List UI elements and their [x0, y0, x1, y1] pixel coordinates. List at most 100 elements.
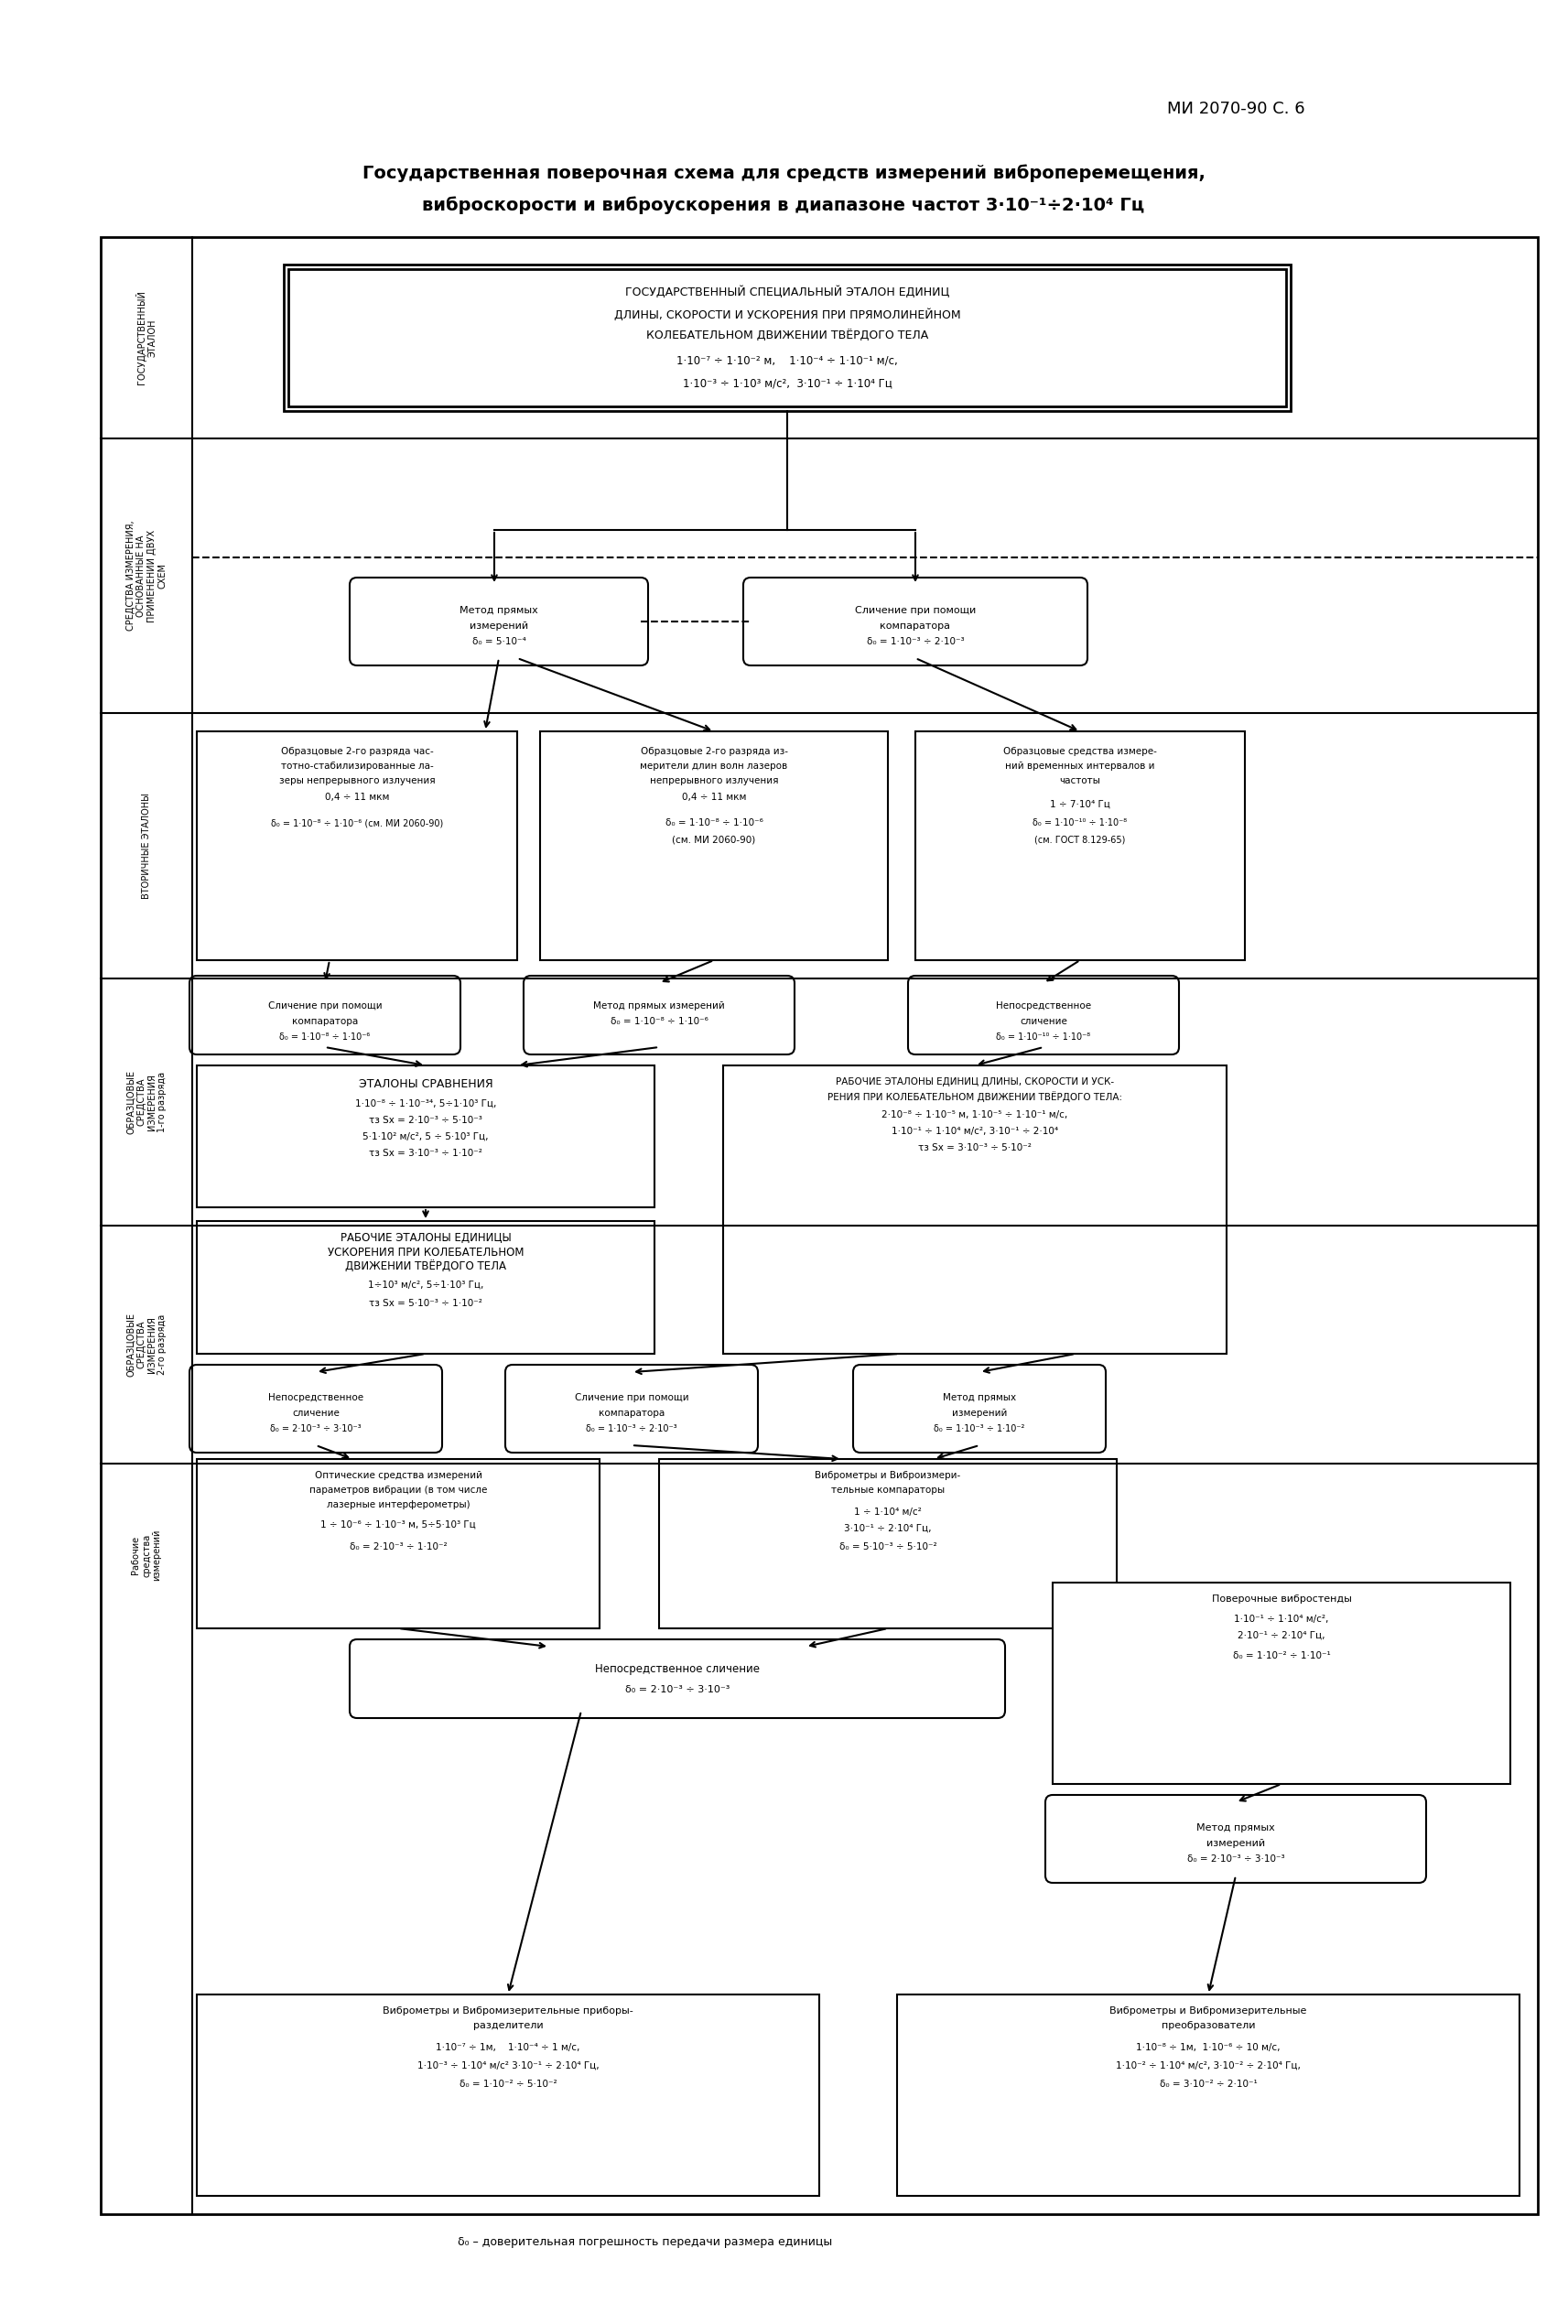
Bar	[198, 732, 517, 960]
Text: компаратора: компаратора	[599, 1408, 665, 1418]
Text: 1·10⁻⁷ ÷ 1м,    1·10⁻⁴ ÷ 1 м/с,: 1·10⁻⁷ ÷ 1м, 1·10⁻⁴ ÷ 1 м/с,	[436, 2043, 580, 2052]
Text: 0,4 ÷ 11 мкм: 0,4 ÷ 11 мкм	[325, 792, 389, 802]
Text: измерений: измерений	[1206, 1838, 1265, 1848]
Text: Метод прямых измерений: Метод прямых измерений	[593, 1002, 724, 1011]
Text: 1·10⁻¹ ÷ 1·10⁴ м/с²,: 1·10⁻¹ ÷ 1·10⁴ м/с²,	[1234, 1615, 1328, 1624]
Text: δ₀ = 1·10⁻⁸ ÷ 1·10⁻⁶: δ₀ = 1·10⁻⁸ ÷ 1·10⁻⁶	[610, 1018, 709, 1027]
Text: Поверочные вибростенды: Поверочные вибростенды	[1212, 1594, 1352, 1604]
Bar	[100, 237, 1538, 2215]
FancyBboxPatch shape	[190, 976, 461, 1055]
Text: δ₀ = 2·10⁻³ ÷ 3·10⁻³: δ₀ = 2·10⁻³ ÷ 3·10⁻³	[626, 1685, 729, 1694]
Text: τз Sх = 2·10⁻³ ÷ 5·10⁻³: τз Sх = 2·10⁻³ ÷ 5·10⁻³	[368, 1116, 483, 1125]
Text: δ₀ = 1·10⁻² ÷ 5·10⁻²: δ₀ = 1·10⁻² ÷ 5·10⁻²	[459, 2080, 557, 2089]
FancyBboxPatch shape	[190, 1364, 442, 1452]
Text: зеры непрерывного излучения: зеры непрерывного излучения	[279, 776, 434, 786]
Text: ЭТАЛОНЫ СРАВНЕНИЯ: ЭТАЛОНЫ СРАВНЕНИЯ	[359, 1078, 492, 1090]
Bar	[916, 732, 1245, 960]
Text: 1·10⁻³ ÷ 1·10³ м/с²,  3·10⁻¹ ÷ 1·10⁴ Гц: 1·10⁻³ ÷ 1·10³ м/с², 3·10⁻¹ ÷ 1·10⁴ Гц	[682, 376, 892, 390]
Text: Виброметры и Вибромизерительные: Виброметры и Вибромизерительные	[1110, 2006, 1306, 2015]
Text: 1÷10³ м/с², 5÷1·10³ Гц,: 1÷10³ м/с², 5÷1·10³ Гц,	[368, 1281, 483, 1290]
Bar	[198, 1459, 599, 1629]
Text: δ₀ = 2·10⁻³ ÷ 3·10⁻³: δ₀ = 2·10⁻³ ÷ 3·10⁻³	[270, 1425, 361, 1434]
Text: 1 ÷ 1·10⁴ м/с²: 1 ÷ 1·10⁴ м/с²	[855, 1508, 922, 1518]
FancyBboxPatch shape	[350, 579, 648, 665]
Text: δ₀ = 1·10⁻³ ÷ 2·10⁻³: δ₀ = 1·10⁻³ ÷ 2·10⁻³	[867, 637, 964, 646]
Text: Государственная поверочная схема для средств измерений виброперемещения,: Государственная поверочная схема для сре…	[362, 165, 1204, 181]
Text: МИ 2070-90 С. 6: МИ 2070-90 С. 6	[1167, 100, 1305, 116]
Text: δ₀ = 1·10⁻³ ÷ 1·10⁻²: δ₀ = 1·10⁻³ ÷ 1·10⁻²	[935, 1425, 1025, 1434]
Text: τз Sх = 3·10⁻³ ÷ 1·10⁻²: τз Sх = 3·10⁻³ ÷ 1·10⁻²	[368, 1148, 483, 1157]
Text: ВТОРИЧНЫЕ ЭТАЛОНЫ: ВТОРИЧНЫЕ ЭТАЛОНЫ	[141, 792, 151, 899]
Text: 1·10⁻⁷ ÷ 1·10⁻² м,    1·10⁻⁴ ÷ 1·10⁻¹ м/с,: 1·10⁻⁷ ÷ 1·10⁻² м, 1·10⁻⁴ ÷ 1·10⁻¹ м/с,	[676, 356, 898, 367]
Text: Сличение при помощи: Сличение при помощи	[268, 1002, 383, 1011]
FancyBboxPatch shape	[505, 1364, 757, 1452]
Text: ГОСУДАРСТВЕННЫЙ СПЕЦИАЛЬНЫЙ ЭТАЛОН ЕДИНИЦ: ГОСУДАРСТВЕННЫЙ СПЕЦИАЛЬНЫЙ ЭТАЛОН ЕДИНИ…	[626, 286, 949, 297]
Text: РАБОЧИЕ ЭТАЛОНЫ ЕДИНИЦ ДЛИНЫ, СКОРОСТИ И УСК-: РАБОЧИЕ ЭТАЛОНЫ ЕДИНИЦ ДЛИНЫ, СКОРОСТИ И…	[836, 1078, 1113, 1088]
Text: сличение: сличение	[292, 1408, 340, 1418]
Text: измерений: измерений	[952, 1408, 1007, 1418]
Text: 1·10⁻³ ÷ 1·10⁴ м/с² 3·10⁻¹ ÷ 2·10⁴ Гц,: 1·10⁻³ ÷ 1·10⁴ м/с² 3·10⁻¹ ÷ 2·10⁴ Гц,	[417, 2061, 599, 2071]
Text: Метод прямых: Метод прямых	[1196, 1824, 1275, 1831]
Text: 1 ÷ 10⁻⁶ ÷ 1·10⁻³ м, 5÷5·10³ Гц: 1 ÷ 10⁻⁶ ÷ 1·10⁻³ м, 5÷5·10³ Гц	[320, 1520, 475, 1529]
Text: 1·10⁻⁸ ÷ 1м,  1·10⁻⁶ ÷ 10 м/с,: 1·10⁻⁸ ÷ 1м, 1·10⁻⁶ ÷ 10 м/с,	[1137, 2043, 1281, 2052]
Text: 0,4 ÷ 11 мкм: 0,4 ÷ 11 мкм	[682, 792, 746, 802]
Text: КОЛЕБАТЕЛЬНОМ ДВИЖЕНИИ ТВЁРДОГО ТЕЛА: КОЛЕБАТЕЛЬНОМ ДВИЖЕНИИ ТВЁРДОГО ТЕЛА	[646, 330, 928, 342]
Bar	[1052, 1583, 1510, 1785]
Text: δ₀ = 5·10⁻⁴: δ₀ = 5·10⁻⁴	[472, 637, 525, 646]
Text: тотно-стабилизированные ла-: тотно-стабилизированные ла-	[281, 762, 433, 772]
Bar	[659, 1459, 1116, 1629]
FancyBboxPatch shape	[743, 579, 1088, 665]
Text: τз Sх = 3·10⁻³ ÷ 5·10⁻²: τз Sх = 3·10⁻³ ÷ 5·10⁻²	[919, 1143, 1032, 1153]
Text: δ₀ = 2·10⁻³ ÷ 1·10⁻²: δ₀ = 2·10⁻³ ÷ 1·10⁻²	[350, 1543, 447, 1552]
Bar	[539, 732, 887, 960]
Bar	[897, 1994, 1519, 2196]
Bar	[198, 1064, 654, 1206]
Text: ДЛИНЫ, СКОРОСТИ И УСКОРЕНИЯ ПРИ ПРЯМОЛИНЕЙНОМ: ДЛИНЫ, СКОРОСТИ И УСКОРЕНИЯ ПРИ ПРЯМОЛИН…	[615, 309, 961, 321]
Text: 1 ÷ 7·10⁴ Гц: 1 ÷ 7·10⁴ Гц	[1051, 799, 1110, 809]
Text: 1·10⁻² ÷ 1·10⁴ м/с², 3·10⁻² ÷ 2·10⁴ Гц,: 1·10⁻² ÷ 1·10⁴ м/с², 3·10⁻² ÷ 2·10⁴ Гц,	[1116, 2061, 1301, 2071]
Text: Образцовые 2-го разряда из-: Образцовые 2-го разряда из-	[640, 746, 787, 755]
Text: Метод прямых: Метод прямых	[942, 1392, 1016, 1401]
Text: Сличение при помощи: Сличение при помощи	[574, 1392, 688, 1401]
Text: ДВИЖЕНИИ ТВЁРДОГО ТЕЛА: ДВИЖЕНИИ ТВЁРДОГО ТЕЛА	[345, 1262, 506, 1274]
Text: Рабочие
средства
измерений: Рабочие средства измерений	[132, 1529, 162, 1580]
FancyBboxPatch shape	[853, 1364, 1105, 1452]
Text: 5·1·10² м/с², 5 ÷ 5·10³ Гц,: 5·1·10² м/с², 5 ÷ 5·10³ Гц,	[362, 1132, 489, 1141]
Text: Непосредственное: Непосредственное	[268, 1392, 364, 1401]
FancyBboxPatch shape	[908, 976, 1179, 1055]
Text: РАБОЧИЕ ЭТАЛОНЫ ЕДИНИЦЫ: РАБОЧИЕ ЭТАЛОНЫ ЕДИНИЦЫ	[340, 1232, 511, 1243]
Text: (см. МИ 2060-90): (см. МИ 2060-90)	[673, 834, 756, 844]
Text: δ₀ = 1·10⁻⁸ ÷ 1·10⁻⁶: δ₀ = 1·10⁻⁸ ÷ 1·10⁻⁶	[279, 1032, 370, 1041]
Text: Непосредственное: Непосредственное	[996, 1002, 1091, 1011]
Bar	[198, 1220, 654, 1355]
Text: 3·10⁻¹ ÷ 2·10⁴ Гц,: 3·10⁻¹ ÷ 2·10⁴ Гц,	[844, 1525, 931, 1534]
Text: тельные компараторы: тельные компараторы	[831, 1485, 944, 1494]
Text: ГОСУДАРСТВЕННЫЙ
ЭТАЛОН: ГОСУДАРСТВЕННЫЙ ЭТАЛОН	[136, 290, 157, 386]
Text: виброскорости и виброускорения в диапазоне частот 3·10⁻¹÷2·10⁴ Гц: виброскорости и виброускорения в диапазо…	[422, 195, 1145, 214]
Text: ОБРАЗЦОВЫЕ
СРЕДСТВА
ИЗМЕРЕНИЯ
1-го разряда: ОБРАЗЦОВЫЕ СРЕДСТВА ИЗМЕРЕНИЯ 1-го разря…	[125, 1069, 166, 1134]
Text: УСКОРЕНИЯ ПРИ КОЛЕБАТЕЛЬНОМ: УСКОРЕНИЯ ПРИ КОЛЕБАТЕЛЬНОМ	[328, 1246, 524, 1257]
FancyBboxPatch shape	[524, 976, 795, 1055]
Text: 2·10⁻⁸ ÷ 1·10⁻⁵ м, 1·10⁻⁵ ÷ 1·10⁻¹ м/с,: 2·10⁻⁸ ÷ 1·10⁻⁵ м, 1·10⁻⁵ ÷ 1·10⁻¹ м/с,	[881, 1111, 1068, 1120]
FancyBboxPatch shape	[1046, 1794, 1427, 1882]
Bar	[284, 265, 1290, 411]
Bar	[723, 1064, 1226, 1355]
Text: τз Sх = 5·10⁻³ ÷ 1·10⁻²: τз Sх = 5·10⁻³ ÷ 1·10⁻²	[368, 1299, 483, 1308]
Text: δ₀ = 3·10⁻² ÷ 2·10⁻¹: δ₀ = 3·10⁻² ÷ 2·10⁻¹	[1159, 2080, 1258, 2089]
FancyBboxPatch shape	[350, 1638, 1005, 1717]
Text: лазерные интерферометры): лазерные интерферометры)	[326, 1501, 470, 1508]
Text: δ₀ – доверительная погрешность передачи размера единицы: δ₀ – доверительная погрешность передачи …	[458, 2236, 833, 2247]
Text: непрерывного излучения: непрерывного излучения	[649, 776, 778, 786]
Text: δ₀ = 1·10⁻² ÷ 1·10⁻¹: δ₀ = 1·10⁻² ÷ 1·10⁻¹	[1232, 1652, 1330, 1659]
Text: δ₀ = 1·10⁻⁸ ÷ 1·10⁻⁶: δ₀ = 1·10⁻⁸ ÷ 1·10⁻⁶	[665, 818, 764, 827]
Text: Виброметры и Вибромизерительные приборы-: Виброметры и Вибромизерительные приборы-	[383, 2006, 633, 2015]
Text: 1·10⁻⁸ ÷ 1·10⁻³⁴, 5÷1·10³ Гц,: 1·10⁻⁸ ÷ 1·10⁻³⁴, 5÷1·10³ Гц,	[354, 1099, 497, 1109]
Text: δ₀ = 5·10⁻³ ÷ 5·10⁻²: δ₀ = 5·10⁻³ ÷ 5·10⁻²	[839, 1543, 936, 1552]
Text: Сличение при помощи: Сличение при помощи	[855, 607, 975, 616]
Text: δ₀ = 1·10⁻³ ÷ 2·10⁻³: δ₀ = 1·10⁻³ ÷ 2·10⁻³	[586, 1425, 677, 1434]
Text: параметров вибрации (в том числе: параметров вибрации (в том числе	[309, 1485, 488, 1494]
Text: Виброметры и Виброизмери-: Виброметры и Виброизмери-	[815, 1471, 961, 1480]
Text: компаратора: компаратора	[880, 621, 950, 630]
Text: Метод прямых: Метод прямых	[459, 607, 538, 616]
Text: компаратора: компаратора	[292, 1018, 358, 1027]
